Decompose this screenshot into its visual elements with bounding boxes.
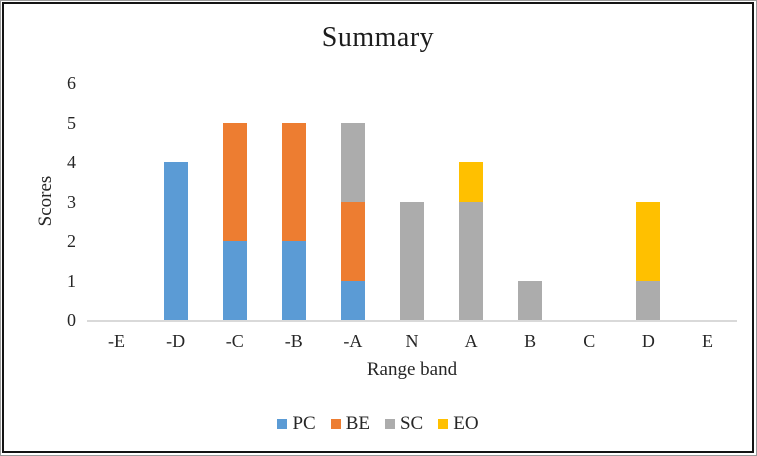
x-axis-title: Range band: [366, 359, 458, 380]
chart-title: Summary: [321, 22, 435, 53]
x-tick-label: B: [524, 331, 537, 351]
bar-segment-pc: [163, 162, 188, 320]
y-tick-label: 1: [67, 270, 76, 291]
bar-A: [459, 162, 484, 320]
bar-segment-sc: [400, 201, 424, 320]
bar-segment-pc: [222, 241, 247, 320]
bar--C: [222, 122, 247, 320]
x-tick-label: C: [583, 331, 596, 351]
legend-label: PC: [292, 413, 316, 434]
bar-segment-sc: [518, 280, 543, 320]
y-tick-label: 3: [67, 191, 76, 212]
bar-segment-be: [281, 122, 306, 241]
x-tick-label: A: [464, 331, 478, 351]
x-tick-label: N: [405, 331, 419, 351]
bar-B: [518, 280, 543, 320]
y-tick-label: 5: [67, 112, 76, 133]
legend-item-eo: EO: [438, 413, 479, 435]
bar--D: [163, 162, 188, 320]
legend-swatch-icon: [438, 419, 449, 429]
legend-item-pc: PC: [277, 413, 316, 435]
bar--A: [340, 122, 365, 320]
bar-segment-eo: [459, 162, 484, 202]
legend-label: SC: [399, 413, 424, 434]
x-tick-label: D: [641, 331, 655, 351]
bar-segment-be: [222, 122, 247, 241]
bar-segment-sc: [636, 280, 661, 320]
bar-N: [400, 201, 424, 320]
bar-segment-pc: [340, 280, 365, 320]
legend-label: EO: [453, 413, 479, 434]
bar--B: [281, 122, 306, 320]
bar-segment-eo: [636, 201, 661, 281]
legend-swatch-icon: [330, 419, 341, 429]
legend-item-be: BE: [330, 413, 370, 435]
plot-area: [87, 83, 737, 322]
x-tick-label: -C: [225, 331, 244, 351]
bar-segment-sc: [459, 201, 484, 320]
bar-segment-sc: [340, 122, 365, 202]
y-tick-label: 0: [67, 310, 76, 330]
bar-D: [636, 201, 661, 320]
chart-legend: PC BE SC EO: [4, 413, 752, 435]
x-tick-label: E: [701, 331, 713, 351]
legend-swatch-icon: [384, 419, 395, 429]
x-tick-label: -D: [166, 331, 186, 351]
legend-label: BE: [345, 413, 370, 434]
x-tick-label: -B: [284, 331, 303, 351]
bar-segment-be: [340, 201, 365, 281]
x-tick-label: -E: [108, 331, 126, 351]
y-tick-label: 6: [67, 73, 76, 93]
legend-item-sc: SC: [384, 413, 424, 435]
bar-segment-pc: [281, 241, 306, 320]
legend-swatch-icon: [277, 419, 288, 429]
x-tick-label: -A: [343, 331, 363, 351]
y-tick-label: 4: [67, 152, 76, 172]
y-tick-label: 2: [67, 231, 76, 251]
